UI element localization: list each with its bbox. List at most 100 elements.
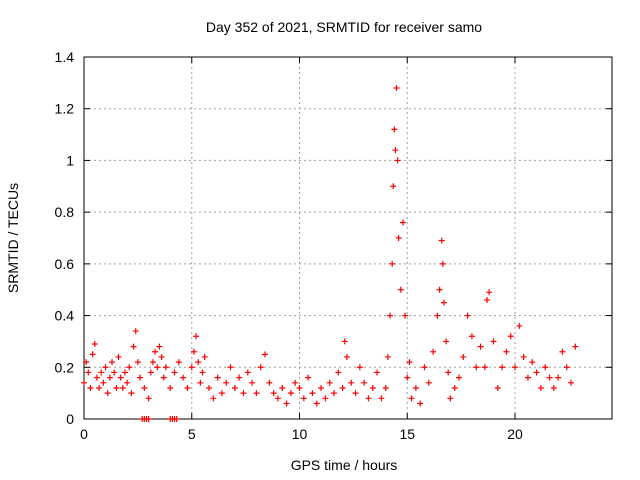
data-point (117, 374, 124, 381)
data-point (389, 260, 396, 267)
data-point (533, 369, 540, 376)
data-point (171, 369, 178, 376)
data-point (408, 395, 415, 402)
data-point (356, 364, 363, 371)
data-point (484, 297, 491, 304)
data-point (313, 400, 320, 407)
data-point (374, 369, 381, 376)
data-point (236, 374, 243, 381)
data-point (397, 286, 404, 293)
data-point (421, 364, 428, 371)
data-point (201, 353, 208, 360)
data-point (499, 364, 506, 371)
data-point (384, 353, 391, 360)
data-point (214, 374, 221, 381)
data-point (503, 348, 510, 355)
data-point (115, 353, 122, 360)
data-point (559, 348, 566, 355)
data-point (546, 374, 553, 381)
data-point (468, 333, 475, 340)
data-point (402, 312, 409, 319)
chart-title: Day 352 of 2021, SRMTID for receiver sam… (206, 19, 482, 35)
data-point (542, 364, 549, 371)
data-point (149, 359, 156, 366)
data-point (537, 384, 544, 391)
data-point (365, 395, 372, 402)
data-point (244, 369, 251, 376)
data-point (158, 353, 165, 360)
data-point (199, 369, 206, 376)
data-point (184, 384, 191, 391)
data-point (180, 374, 187, 381)
data-point (145, 416, 152, 422)
data-point (257, 364, 264, 371)
data-point (162, 364, 169, 371)
data-point (529, 359, 536, 366)
data-point (309, 390, 316, 397)
data-point (434, 312, 441, 319)
data-point (210, 395, 217, 402)
data-point (195, 359, 202, 366)
data-point (231, 384, 238, 391)
data-point (436, 286, 443, 293)
data-point (399, 219, 406, 226)
data-point (473, 364, 480, 371)
data-point (568, 379, 575, 386)
data-point (100, 379, 107, 386)
data-point (253, 390, 260, 397)
data-point (126, 364, 133, 371)
data-point (102, 364, 109, 371)
data-point (460, 353, 467, 360)
data-point (343, 353, 350, 360)
x-tick-label: 15 (399, 426, 415, 442)
data-point (425, 379, 432, 386)
data-point (550, 384, 557, 391)
data-point (193, 333, 200, 340)
y-tick-label: 1.4 (55, 49, 75, 65)
data-point (130, 343, 137, 350)
data-point (223, 379, 230, 386)
data-point (205, 384, 212, 391)
data-point (173, 416, 180, 422)
data-point (520, 353, 527, 360)
data-point (393, 85, 400, 92)
data-point (274, 395, 281, 402)
y-tick-label: 1 (66, 152, 74, 168)
data-point (287, 390, 294, 397)
data-point (96, 384, 103, 391)
data-point (369, 384, 376, 391)
data-point (119, 384, 126, 391)
data-point (137, 374, 144, 381)
grid (84, 57, 612, 419)
data-point (124, 379, 131, 386)
data-point (486, 289, 493, 296)
data-point (113, 384, 120, 391)
data-point (188, 364, 195, 371)
data-point (455, 374, 462, 381)
data-point (91, 341, 98, 348)
data-point (445, 369, 452, 376)
data-point (152, 348, 159, 355)
data-point (81, 379, 87, 386)
data-point (412, 384, 419, 391)
data-point (490, 338, 497, 345)
data-point (249, 379, 256, 386)
data-point (305, 374, 312, 381)
data-point (109, 359, 116, 366)
data-point (322, 395, 329, 402)
data-point (464, 312, 471, 319)
data-point (85, 369, 92, 376)
data-point (563, 364, 570, 371)
y-tick-label: 0.4 (55, 308, 75, 324)
data-point (395, 235, 402, 241)
data-point (318, 384, 325, 391)
data-point (572, 343, 579, 350)
y-tick-label: 0.2 (55, 359, 75, 375)
data-point (335, 369, 342, 376)
data-point (266, 379, 273, 386)
data-point (326, 379, 333, 386)
data-point (197, 379, 204, 386)
data-point (341, 338, 348, 345)
data-point (270, 390, 277, 397)
